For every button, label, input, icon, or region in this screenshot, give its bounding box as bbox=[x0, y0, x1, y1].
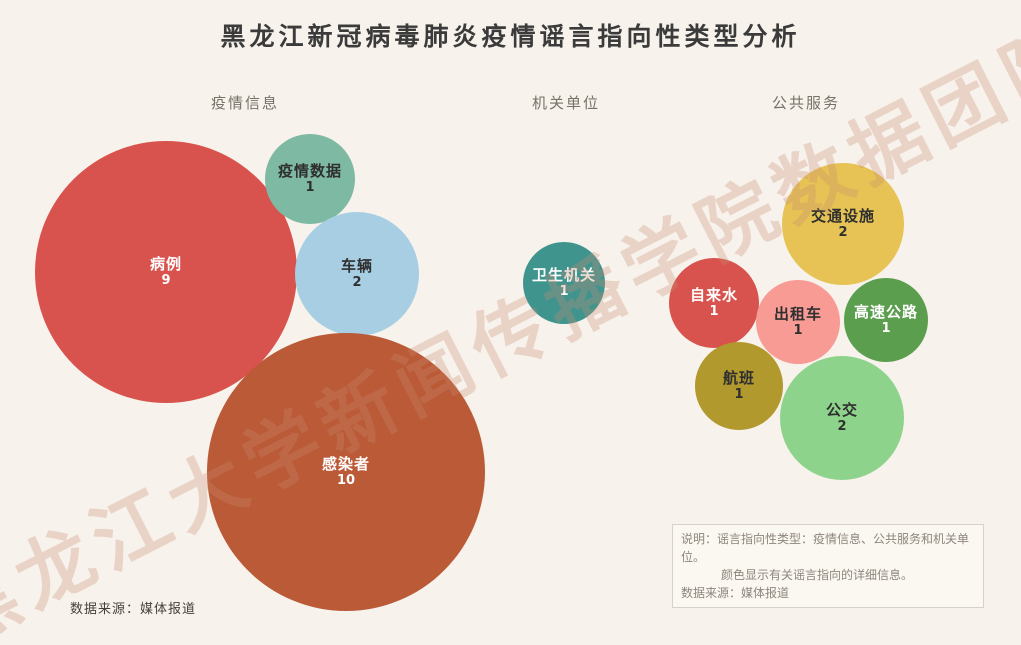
bubble-label: 交通设施 bbox=[810, 206, 875, 225]
bubble-感染者[interactable]: 感染者 10 bbox=[207, 333, 485, 611]
bubble-value: 1 bbox=[793, 323, 803, 339]
bubble-value: 1 bbox=[709, 304, 719, 320]
bubble-label: 高速公路 bbox=[853, 302, 918, 321]
bubble-value: 2 bbox=[837, 419, 847, 435]
bubble-value: 9 bbox=[161, 273, 171, 289]
group-label-epidemic-info: 疫情信息 bbox=[210, 94, 280, 112]
bubble-label: 病例 bbox=[149, 254, 182, 273]
note-line-types: 说明：谣言指向性类型：疫情信息、公共服务和机关单位。 bbox=[681, 532, 970, 564]
bubble-label: 感染者 bbox=[321, 454, 370, 473]
chart-title: 黑龙江新冠病毒肺炎疫情谣言指向性类型分析 bbox=[220, 22, 801, 51]
bubble-label: 自来水 bbox=[689, 285, 738, 304]
bubble-label: 疫情数据 bbox=[277, 161, 342, 180]
bubble-value: 10 bbox=[336, 473, 356, 489]
bubble-value: 1 bbox=[881, 321, 891, 337]
bubble-病例[interactable]: 病例 9 bbox=[35, 141, 297, 403]
bubble-value: 1 bbox=[559, 284, 569, 300]
bubble-航班[interactable]: 航班 1 bbox=[695, 342, 783, 430]
bubble-value: 1 bbox=[734, 387, 744, 403]
bubble-value: 1 bbox=[305, 180, 315, 196]
bubble-label: 出租车 bbox=[773, 304, 822, 323]
bubble-label: 公交 bbox=[825, 400, 858, 419]
bubble-出租车[interactable]: 出租车 1 bbox=[756, 280, 840, 364]
bubble-卫生机关[interactable]: 卫生机关 1 bbox=[523, 242, 605, 324]
note-line-source: 数据来源：媒体报道 bbox=[681, 586, 790, 600]
note-line-colors: 颜色显示有关谣言指向的详细信息。 bbox=[721, 568, 914, 582]
bubble-公交[interactable]: 公交 2 bbox=[780, 356, 904, 480]
data-source-note: 数据来源：媒体报道 bbox=[70, 602, 197, 617]
bubble-value: 2 bbox=[352, 275, 362, 291]
bubble-自来水[interactable]: 自来水 1 bbox=[669, 258, 759, 348]
bubble-label: 车辆 bbox=[340, 256, 373, 275]
group-label-government-agency: 机关单位 bbox=[531, 94, 601, 112]
bubble-交通设施[interactable]: 交通设施 2 bbox=[782, 163, 904, 285]
legend-note-box: 说明：谣言指向性类型：疫情信息、公共服务和机关单位。 颜色显示有关谣言指向的详细… bbox=[672, 524, 984, 608]
bubble-车辆[interactable]: 车辆 2 bbox=[295, 212, 419, 336]
bubble-label: 航班 bbox=[722, 368, 755, 387]
bubble-高速公路[interactable]: 高速公路 1 bbox=[844, 278, 928, 362]
bubble-疫情数据[interactable]: 疫情数据 1 bbox=[265, 134, 355, 224]
group-label-public-service: 公共服务 bbox=[771, 94, 841, 112]
bubble-value: 2 bbox=[838, 225, 848, 241]
bubble-label: 卫生机关 bbox=[531, 265, 596, 284]
